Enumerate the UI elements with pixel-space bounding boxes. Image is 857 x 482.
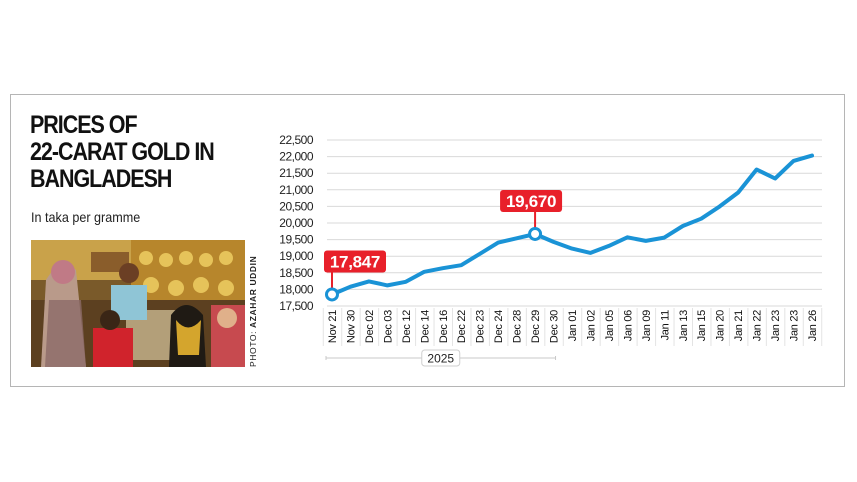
callout-box (500, 189, 563, 212)
y-tick-label: 19,000 (279, 249, 314, 263)
y-tick-label: 22,500 (279, 133, 314, 147)
title-line-3: BANGLADESH (30, 165, 172, 193)
x-tick-label: Jan 15 (696, 310, 708, 341)
x-tick-label: Dec 16 (438, 310, 450, 343)
x-tick-label: Jan 23 (789, 310, 801, 341)
x-tick-label: Jan 22 (752, 310, 764, 341)
y-tick-label: 21,000 (279, 183, 314, 197)
year-label: 2025 (427, 352, 454, 366)
title-line-1: PRICES OF (30, 111, 138, 139)
y-tick-label: 18,000 (279, 282, 314, 296)
x-tick-label: Dec 24 (493, 310, 505, 343)
x-tick-label: Jan 20 (715, 310, 727, 341)
x-tick-label: Nov 30 (345, 310, 357, 343)
data-point-marker (325, 287, 339, 302)
y-tick-label: 17,500 (279, 299, 314, 313)
x-tick-label: Jan 06 (622, 310, 634, 341)
x-tick-label: Dec 02 (364, 310, 376, 343)
x-tick-label: Dec 29 (530, 310, 542, 343)
x-tick-label: Jan 01 (567, 310, 579, 341)
x-tick-label: Dec 22 (456, 310, 468, 343)
y-tick-label: 20,000 (279, 216, 314, 230)
jewellery-shop-photo (31, 240, 245, 367)
data-point-marker (528, 226, 543, 241)
y-tick-label: 21,500 (279, 166, 314, 180)
y-tick-label: 22,000 (279, 150, 314, 164)
price-line (330, 153, 814, 297)
x-tick-label: Jan 02 (585, 310, 597, 341)
x-tick-label: Jan 11 (659, 310, 671, 341)
year-label-box (421, 349, 461, 367)
chart-title: PRICES OF 22-CARAT GOLD IN BANGLADESH (30, 111, 215, 193)
photo-illustration (31, 240, 245, 367)
x-tick-label: Dec 28 (512, 310, 524, 343)
x-tick-label: Jan 23 (770, 310, 782, 341)
x-tick-label: Dec 14 (419, 310, 431, 343)
x-tick-label: Dec 23 (475, 310, 487, 343)
callout-box (324, 250, 386, 273)
x-tick-label: Nov 21 (327, 310, 339, 343)
y-tick-label: 19,500 (279, 233, 314, 247)
x-tick-label: Jan 09 (641, 310, 653, 341)
x-tick-label: Jan 13 (678, 310, 690, 341)
x-tick-label: Dec 30 (549, 310, 561, 343)
x-tick-label: Jan 05 (604, 310, 616, 341)
x-tick-label: Jan 21 (733, 310, 745, 341)
title-line-2: 22-CARAT GOLD IN (30, 138, 215, 166)
callout-value: 19,670 (506, 192, 556, 211)
x-tick-label: Jan 26 (807, 310, 819, 341)
chart-subtitle: In taka per gramme (31, 209, 141, 225)
y-tick-label: 18,500 (279, 266, 314, 280)
x-tick-label: Dec 03 (382, 310, 394, 343)
x-tick-label: Dec 12 (401, 310, 413, 343)
y-tick-label: 20,500 (279, 199, 314, 213)
callout-value: 17,847 (330, 252, 380, 271)
